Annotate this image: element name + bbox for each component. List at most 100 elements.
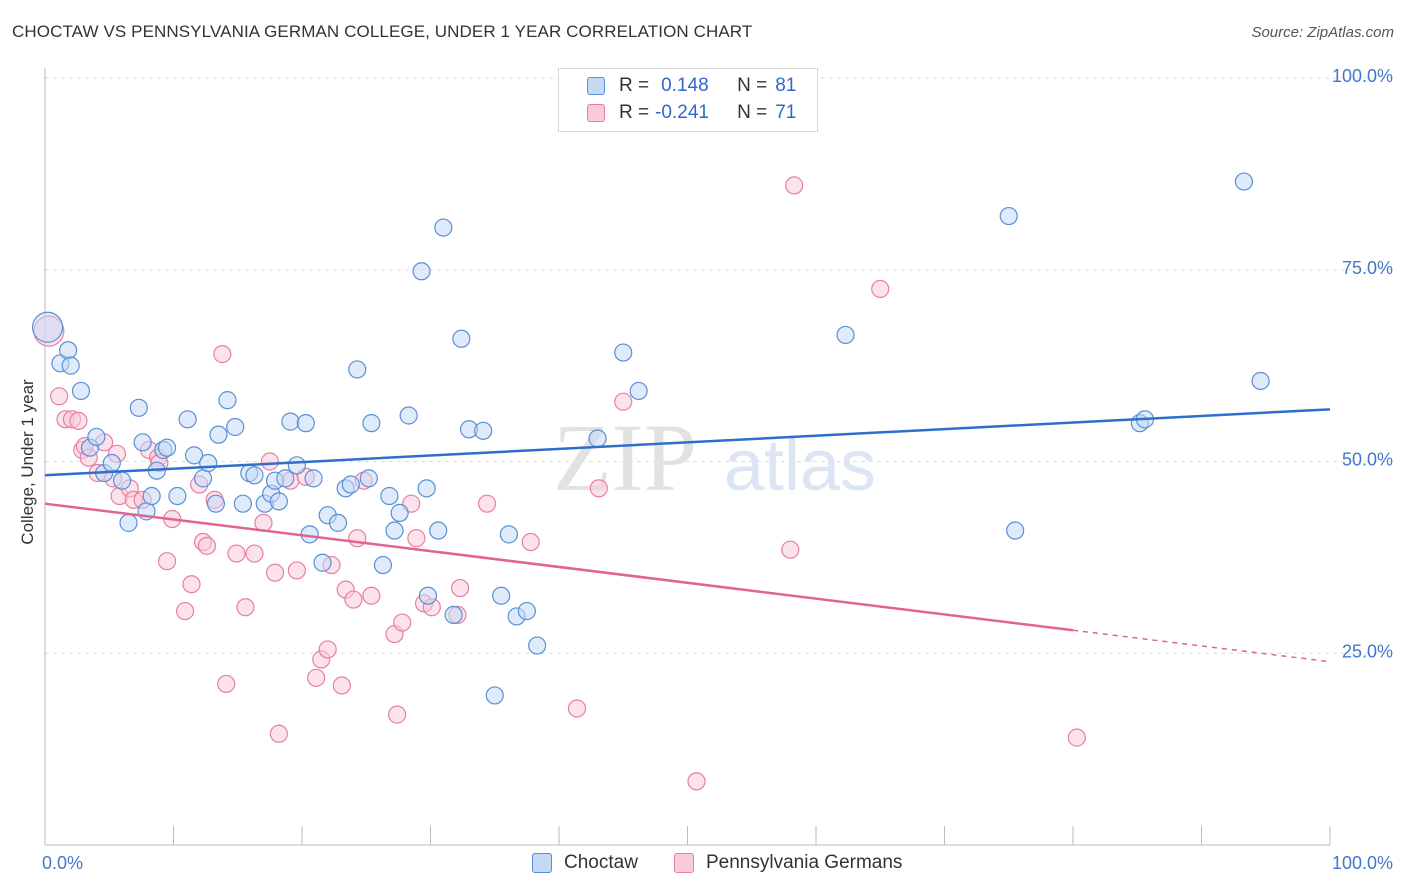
choctaw-point	[485, 686, 504, 705]
choctaw-point	[434, 218, 453, 237]
choctaw-point	[588, 429, 607, 448]
choctaw-point	[313, 553, 332, 572]
choctaw-point	[87, 427, 106, 447]
choctaw-point	[276, 469, 295, 488]
pennsylvania-germans-swatch	[674, 853, 694, 873]
choctaw-point	[193, 469, 213, 488]
source-credit: Source: ZipAtlas.com	[1251, 24, 1394, 41]
pennsylvania-germans-point	[260, 452, 279, 471]
choctaw-point	[133, 433, 152, 452]
x-tick-label: 100.0%	[1332, 853, 1393, 873]
pennsylvania-germans-point	[236, 598, 255, 617]
pennsylvania-germans-point	[307, 668, 326, 687]
pennsylvania-germans-point	[269, 724, 288, 743]
pennsylvania-germans-swatch	[587, 104, 605, 122]
pennsylvania-germans-trend-line	[44, 502, 1074, 632]
choctaw-point	[517, 601, 536, 621]
choctaw-point	[385, 521, 404, 540]
n-value: 71	[775, 102, 797, 123]
pennsylvania-germans-point	[387, 705, 407, 724]
pennsylvania-germans-point	[227, 544, 246, 563]
r-label: R =	[619, 102, 650, 123]
choctaw-point	[399, 406, 418, 425]
legend-item-pennsylvania-germans[interactable]: Pennsylvania Germans	[674, 852, 902, 874]
trend-lines	[44, 408, 1331, 663]
choctaw-point	[233, 494, 252, 513]
choctaw-point	[209, 425, 228, 444]
choctaw-swatch	[587, 77, 605, 95]
pennsylvania-germans-point	[589, 479, 608, 498]
choctaw-point	[373, 555, 393, 575]
choctaw-point	[362, 414, 381, 433]
choctaw-point	[999, 206, 1018, 226]
pennsylvania-germans-point	[687, 772, 706, 791]
choctaw-point	[1234, 172, 1254, 191]
choctaw-point	[528, 636, 547, 655]
choctaw-point	[206, 494, 226, 513]
choctaw-point	[341, 475, 360, 494]
pennsylvania-germans-point	[245, 544, 264, 563]
pennsylvania-germans-point	[785, 176, 804, 195]
choctaw-point	[287, 456, 306, 475]
choctaw-point	[129, 398, 148, 417]
choctaw-point	[59, 341, 78, 360]
choctaw-point	[304, 469, 323, 488]
choctaw-point	[429, 521, 448, 540]
pennsylvania-germans-point	[781, 540, 800, 559]
choctaw-point	[142, 486, 161, 506]
legend-item-choctaw[interactable]: Choctaw	[532, 852, 638, 874]
y-tick-label: 25.0%	[1342, 641, 1393, 661]
choctaw-point	[328, 513, 348, 532]
pennsylvania-germans-point	[521, 532, 540, 552]
legend-row-choctaw: R = 0.148 N = 81	[587, 73, 796, 99]
legend-row-pennsylvania-germans: R = -0.241 N = 71	[587, 100, 796, 126]
choctaw-point	[614, 343, 633, 362]
tick-labels: 25.0% 50.0% 75.0% 100.0% 0.0% 100.0%	[42, 66, 1393, 873]
choctaw-point	[112, 471, 132, 490]
choctaw-point	[1006, 521, 1025, 540]
choctaw-point	[226, 417, 245, 437]
r-value: 0.148	[661, 75, 709, 96]
pennsylvania-germans-point	[871, 279, 890, 299]
pennsylvania-germans-point	[50, 387, 69, 406]
choctaw-point	[380, 486, 399, 506]
pennsylvania-germans-point	[567, 699, 587, 718]
watermark-atlas: atlas	[724, 426, 876, 506]
choctaw-point	[492, 586, 511, 605]
choctaw-point	[71, 381, 91, 401]
stats-legend: R = 0.148 N = 81 R = -0.241 N = 71	[558, 68, 818, 132]
pennsylvania-germans-point	[69, 411, 88, 430]
choctaw-point	[629, 381, 648, 401]
choctaw-swatch	[532, 853, 552, 873]
pennsylvania-germans-point	[393, 613, 412, 632]
choctaw-point	[296, 414, 315, 433]
y-tick-label: 50.0%	[1342, 450, 1393, 470]
pennsylvania-germans-point	[362, 586, 381, 605]
pennsylvania-germans-point	[182, 575, 201, 594]
pennsylvania-germans-point	[217, 674, 236, 694]
choctaw-point	[444, 605, 463, 625]
n-value: 81	[775, 75, 797, 96]
pennsylvania-germans-point	[407, 529, 426, 548]
n-label: N =	[737, 102, 768, 123]
choctaw-point	[61, 356, 80, 375]
choctaw-point	[359, 469, 378, 488]
choctaw-point	[102, 453, 121, 473]
x-tick-label: 0.0%	[42, 853, 83, 873]
choctaw-point	[245, 466, 264, 485]
choctaw-point	[418, 586, 438, 605]
choctaw-point	[31, 311, 64, 343]
watermark: ZIP atlas	[553, 404, 876, 511]
grid-lines	[45, 77, 1392, 654]
pennsylvania-germans-point	[450, 578, 470, 598]
legend-label: Choctaw	[564, 852, 638, 873]
pennsylvania-germans-point	[157, 552, 177, 571]
pennsylvania-germans-point	[344, 590, 363, 609]
choctaw-point	[836, 325, 855, 345]
pennsylvania-germans-point	[332, 676, 351, 695]
choctaw-point	[474, 421, 493, 440]
choctaw-point	[184, 446, 204, 465]
choctaw-point	[1251, 371, 1270, 391]
pennsylvania-germans-point	[477, 494, 497, 513]
choctaw-point	[119, 513, 138, 532]
